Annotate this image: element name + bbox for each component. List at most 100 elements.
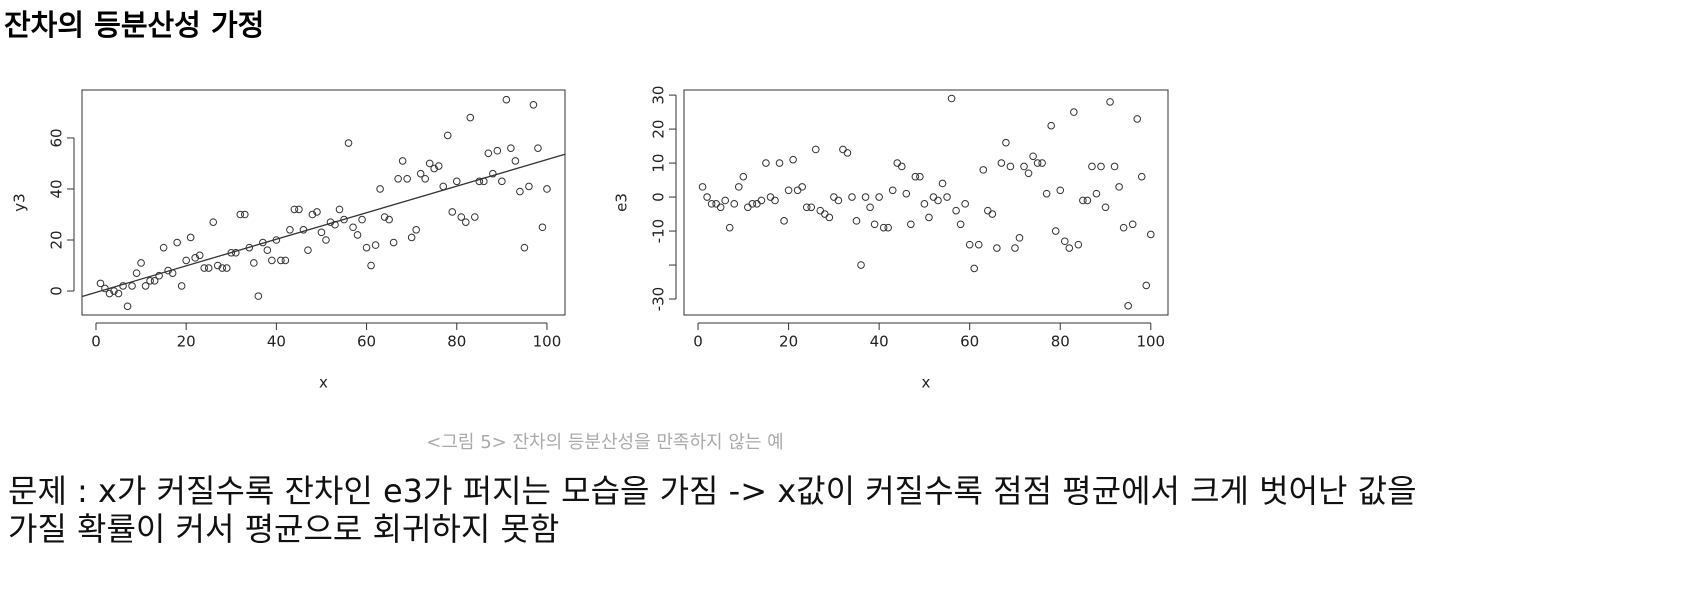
point [430, 164, 439, 173]
point [830, 193, 838, 201]
point [200, 264, 209, 272]
y-tick-label: 60 [48, 128, 66, 147]
point [920, 200, 929, 208]
point [712, 200, 720, 208]
point [493, 146, 502, 155]
point [254, 292, 263, 300]
point [734, 183, 743, 191]
point [757, 196, 766, 205]
point [888, 186, 897, 195]
point [893, 159, 902, 167]
x-tick-label: 80 [447, 333, 466, 351]
point [775, 159, 784, 167]
point [434, 162, 443, 170]
point [502, 95, 511, 104]
point [897, 162, 906, 171]
point [290, 205, 299, 214]
plot-frame [683, 89, 1169, 316]
x-tick-label: 60 [960, 333, 979, 351]
point [816, 206, 825, 215]
point [703, 193, 711, 201]
point [721, 196, 730, 205]
point [389, 238, 398, 247]
point [331, 220, 339, 229]
point [744, 203, 752, 212]
point [489, 169, 497, 178]
point [317, 228, 326, 237]
point [543, 185, 551, 193]
point [884, 223, 892, 232]
point [925, 213, 933, 222]
point [1088, 162, 1096, 171]
point [1029, 152, 1037, 161]
point [155, 271, 163, 280]
point [911, 172, 920, 181]
point [766, 193, 775, 201]
point [326, 218, 335, 226]
y-tick-label: 20 [48, 230, 66, 249]
point [250, 259, 258, 267]
x-tick-label: 40 [870, 333, 889, 351]
point [811, 145, 820, 154]
point [538, 223, 547, 232]
point [362, 243, 371, 252]
point [349, 223, 357, 232]
point [222, 264, 231, 272]
point [281, 256, 290, 265]
point [1124, 302, 1132, 310]
point [358, 215, 366, 224]
point [739, 172, 748, 181]
point [730, 200, 739, 208]
point [371, 241, 380, 249]
point [123, 302, 132, 311]
point [421, 174, 429, 183]
x-tick-label: 100 [533, 333, 562, 351]
point [272, 236, 281, 244]
point [879, 223, 888, 232]
point [961, 200, 969, 208]
point [852, 217, 861, 225]
point [367, 261, 375, 270]
point [213, 261, 222, 270]
point [952, 206, 960, 215]
title: 잔차의 등분산성 가정 [4, 8, 265, 42]
point [902, 189, 911, 198]
point [304, 246, 312, 255]
point [861, 193, 870, 201]
point [407, 233, 416, 242]
point [119, 282, 127, 290]
x-axis-label: x [319, 374, 328, 392]
point [1033, 159, 1042, 167]
point [857, 261, 865, 269]
point [218, 264, 227, 272]
point [725, 223, 734, 232]
point [101, 284, 109, 293]
point [403, 174, 411, 183]
point [443, 131, 452, 140]
point [1083, 196, 1092, 205]
point [1065, 244, 1074, 252]
point [525, 182, 533, 191]
point [308, 210, 317, 219]
point [452, 177, 461, 186]
point [1020, 162, 1028, 171]
x-tick-label: 80 [1051, 333, 1070, 351]
point [110, 287, 118, 295]
point [268, 256, 276, 265]
body-text: 문제 : x가 커질수록 잔차인 e3가 퍼지는 모습을 가짐 -> x값이 커… [8, 472, 1417, 510]
point [698, 183, 707, 191]
x-tick-label: 0 [693, 333, 703, 351]
point [929, 193, 938, 201]
x-tick-label: 20 [779, 333, 798, 351]
point [241, 210, 249, 219]
point [105, 289, 114, 298]
point [1146, 230, 1155, 239]
point [466, 113, 475, 122]
x-axis-label: x [922, 374, 931, 392]
point [825, 213, 834, 222]
point [1056, 186, 1065, 195]
point [182, 256, 190, 265]
point [988, 210, 997, 218]
point [313, 208, 321, 216]
point [834, 196, 843, 205]
